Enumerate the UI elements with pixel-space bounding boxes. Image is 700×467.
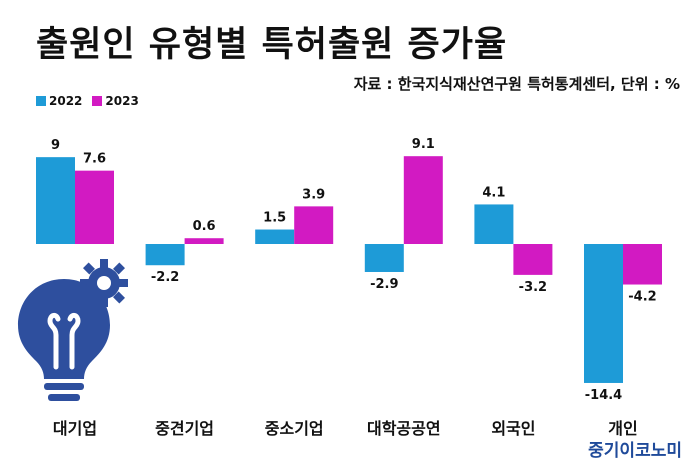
data-label-2023-3: 9.1 [412,137,435,152]
bar-2022-0 [36,157,75,244]
data-label-2023-0: 7.6 [83,152,106,167]
category-label-0: 대기업 [53,419,97,438]
bar-2023-3 [403,156,443,244]
legend-item-2022: 2022 [36,94,82,108]
category-label-3: 대학공공연 [367,419,441,438]
data-label-2022-2: 1.5 [263,211,286,226]
data-label-2023-4: -3.2 [519,280,547,295]
bar-2022-3 [364,244,404,272]
data-label-2023-1: 0.6 [193,219,216,234]
bar-2023-0 [75,170,114,244]
legend-swatch-2023 [92,96,103,106]
data-label-2022-0: 9 [51,138,60,153]
data-label-2022-4: 4.1 [482,185,505,200]
legend-label-2022: 2022 [49,94,83,108]
bar-2023-4 [513,244,553,275]
data-label-2023-2: 3.9 [302,187,325,202]
chart-title: 출원인 유형별 특허출원 증가율 [36,25,508,65]
data-label-2023-5: -4.2 [628,290,656,305]
legend: 2022 2023 [36,94,143,108]
lightbulb-gear-icon [18,259,128,401]
bar-2023-1 [184,238,224,244]
data-label-2022-3: -2.9 [370,277,398,292]
source-note: 자료 : 한국지식재산연구원 특허통계센터, 단위 : % [353,75,680,93]
category-label-2: 중소기업 [265,419,324,438]
brand-logo-text: 중기이코노미 [588,441,682,461]
data-label-2022-5: -14.4 [585,388,622,403]
category-label-1: 중견기업 [155,419,214,438]
bar-2023-5 [623,244,662,285]
legend-label-2023: 2023 [105,94,139,108]
category-label-4: 외국인 [491,419,535,438]
bulb-icon [18,279,110,401]
data-label-2022-1: -2.2 [151,270,179,285]
legend-item-2023: 2023 [92,94,139,108]
bar-2022-1 [145,244,185,266]
bar-2022-5 [584,244,623,383]
bar-2022-2 [255,229,295,244]
legend-swatch-2022 [36,96,46,106]
bar-2022-4 [474,204,514,244]
category-label-5: 개인 [608,419,637,438]
bar-2023-2 [294,206,334,244]
